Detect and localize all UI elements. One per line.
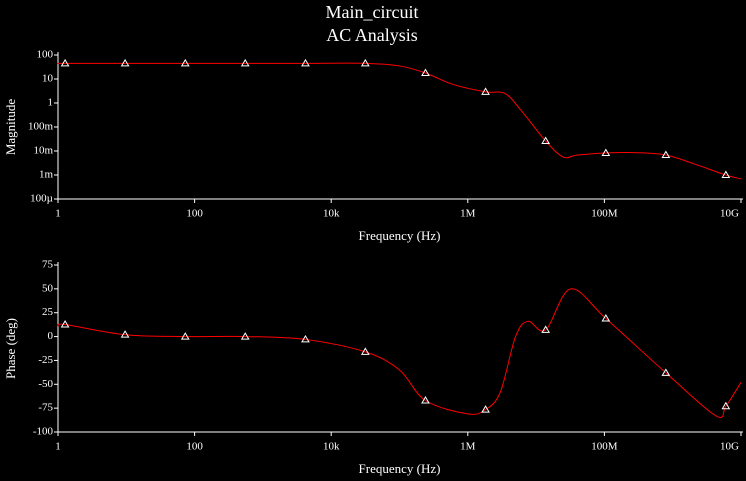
marker: [180, 332, 190, 340]
x-tick-label: 100: [186, 208, 203, 220]
x-tick-label: 100M: [591, 208, 618, 220]
x-tick-label: 1M: [460, 441, 476, 453]
marker: [360, 347, 370, 355]
marker: [601, 148, 611, 156]
y-tick-label: -25: [38, 354, 53, 366]
x-tick-label: 10G: [720, 441, 739, 453]
marker: [421, 396, 430, 404]
x-tick-label: 100: [186, 441, 203, 453]
marker: [661, 368, 671, 376]
marker: [541, 136, 551, 145]
x-axis-label: Frequency (Hz): [359, 461, 441, 476]
y-tick-label: 100: [37, 49, 54, 61]
x-tick-label: 1: [55, 208, 61, 220]
y-tick-label: 1m: [39, 169, 54, 181]
x-axis-label: Frequency (Hz): [359, 228, 441, 243]
marker: [301, 334, 310, 343]
y-tick-label: 75: [42, 259, 54, 271]
y-tick-label: 100µ: [30, 193, 53, 205]
chart-subtitle: AC Analysis: [326, 25, 418, 45]
marker: [721, 170, 731, 178]
y-tick-label: 10: [42, 73, 54, 85]
marker: [120, 58, 130, 67]
marker: [481, 405, 490, 413]
y-tick-label: 10m: [33, 145, 53, 157]
y-axis-label: Phase (deg): [3, 318, 18, 379]
marker: [60, 58, 70, 67]
marker: [541, 325, 551, 333]
marker: [240, 332, 250, 340]
marker: [180, 58, 190, 67]
y-tick-label: 50: [42, 282, 54, 294]
x-tick-label: 100M: [591, 441, 618, 453]
x-tick-label: 1M: [460, 208, 476, 220]
marker: [721, 401, 731, 410]
y-tick-label: -75: [38, 402, 53, 414]
curve: [57, 62, 742, 180]
x-tick-label: 10G: [720, 208, 739, 220]
marker: [120, 330, 130, 338]
marker: [421, 68, 430, 76]
x-tick-label: 10k: [323, 208, 340, 220]
y-tick-label: 25: [42, 306, 54, 318]
y-axis-label: Magnitude: [3, 99, 18, 156]
marker: [601, 313, 611, 322]
curve: [57, 288, 742, 418]
y-tick-label: 100m: [28, 121, 54, 133]
marker: [481, 87, 490, 95]
y-tick-label: -100: [33, 426, 54, 438]
chart-title: Main_circuit: [326, 2, 419, 22]
y-tick-label: -50: [38, 378, 53, 390]
marker: [60, 320, 70, 328]
x-tick-label: 1: [55, 441, 61, 453]
marker: [661, 150, 671, 159]
marker: [240, 58, 250, 67]
x-tick-label: 10k: [323, 441, 340, 453]
y-tick-label: 0: [48, 330, 54, 342]
marker: [301, 58, 310, 67]
y-tick-label: 1: [48, 97, 54, 109]
marker: [360, 58, 370, 67]
